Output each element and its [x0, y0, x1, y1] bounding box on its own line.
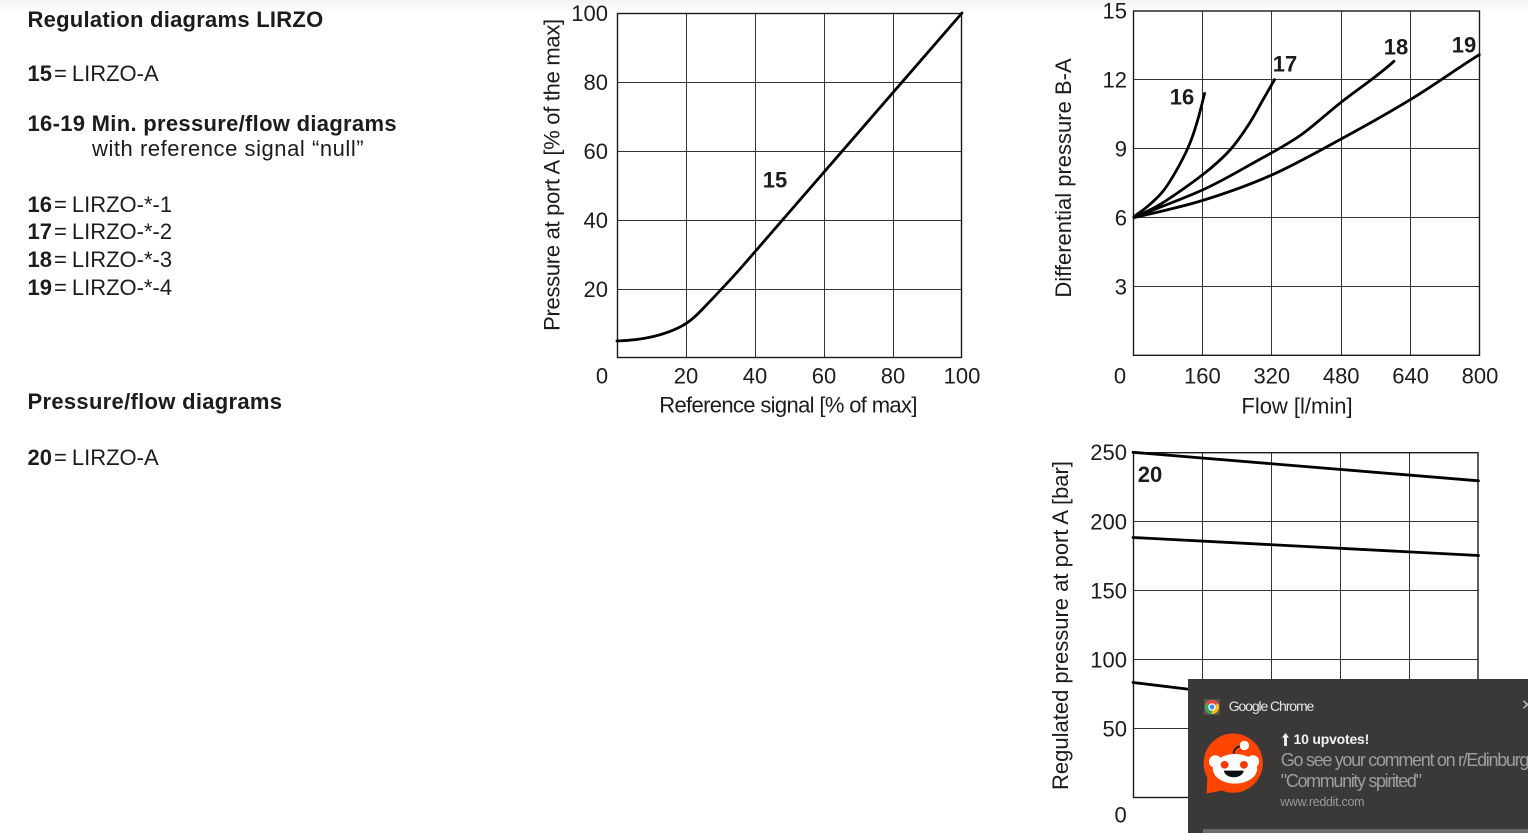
svg-text:Differential pressure B-A: Differential pressure B-A — [1051, 58, 1076, 298]
svg-text:16: 16 — [1170, 85, 1194, 110]
svg-text:200: 200 — [1090, 509, 1127, 534]
svg-text:60: 60 — [584, 139, 608, 164]
svg-text:100: 100 — [571, 1, 608, 26]
svg-text:0: 0 — [1114, 802, 1126, 827]
svg-text:15: 15 — [763, 167, 787, 192]
svg-text:40: 40 — [743, 364, 767, 389]
svg-text:20: 20 — [584, 277, 608, 302]
svg-text:Flow [l/min]: Flow [l/min] — [1241, 394, 1352, 419]
svg-text:50: 50 — [1103, 717, 1127, 742]
svg-text:19: 19 — [1452, 32, 1476, 57]
svg-text:80: 80 — [881, 364, 905, 389]
svg-text:Reference signal [% of max]: Reference signal [% of max] — [659, 393, 917, 418]
svg-text:40: 40 — [584, 208, 608, 233]
svg-text:20: 20 — [1138, 462, 1162, 487]
svg-text:100: 100 — [944, 364, 981, 389]
svg-text:9: 9 — [1115, 137, 1127, 162]
svg-text:800: 800 — [1462, 364, 1499, 389]
svg-text:640: 640 — [1392, 364, 1429, 389]
svg-text:3: 3 — [1115, 275, 1127, 300]
svg-text:150: 150 — [1090, 578, 1127, 603]
svg-text:12: 12 — [1103, 68, 1127, 93]
svg-text:6: 6 — [1115, 206, 1127, 231]
svg-text:Regulated pressure at port A [: Regulated pressure at port A [bar] — [1048, 461, 1073, 790]
svg-text:160: 160 — [1184, 364, 1221, 389]
svg-text:60: 60 — [812, 364, 836, 389]
svg-text:480: 480 — [1323, 364, 1360, 389]
svg-text:320: 320 — [1253, 364, 1290, 389]
svg-text:100: 100 — [1090, 648, 1127, 673]
svg-text:18: 18 — [1384, 35, 1408, 60]
svg-text:20: 20 — [674, 364, 698, 389]
svg-text:0: 0 — [596, 364, 608, 389]
svg-text:250: 250 — [1090, 440, 1127, 465]
svg-text:80: 80 — [584, 70, 608, 95]
svg-text:Pressure at port A [% of the m: Pressure at port A [% of the max] — [540, 19, 565, 331]
svg-text:0: 0 — [1114, 364, 1126, 389]
svg-text:17: 17 — [1273, 51, 1297, 76]
svg-text:15: 15 — [1103, 0, 1127, 23]
